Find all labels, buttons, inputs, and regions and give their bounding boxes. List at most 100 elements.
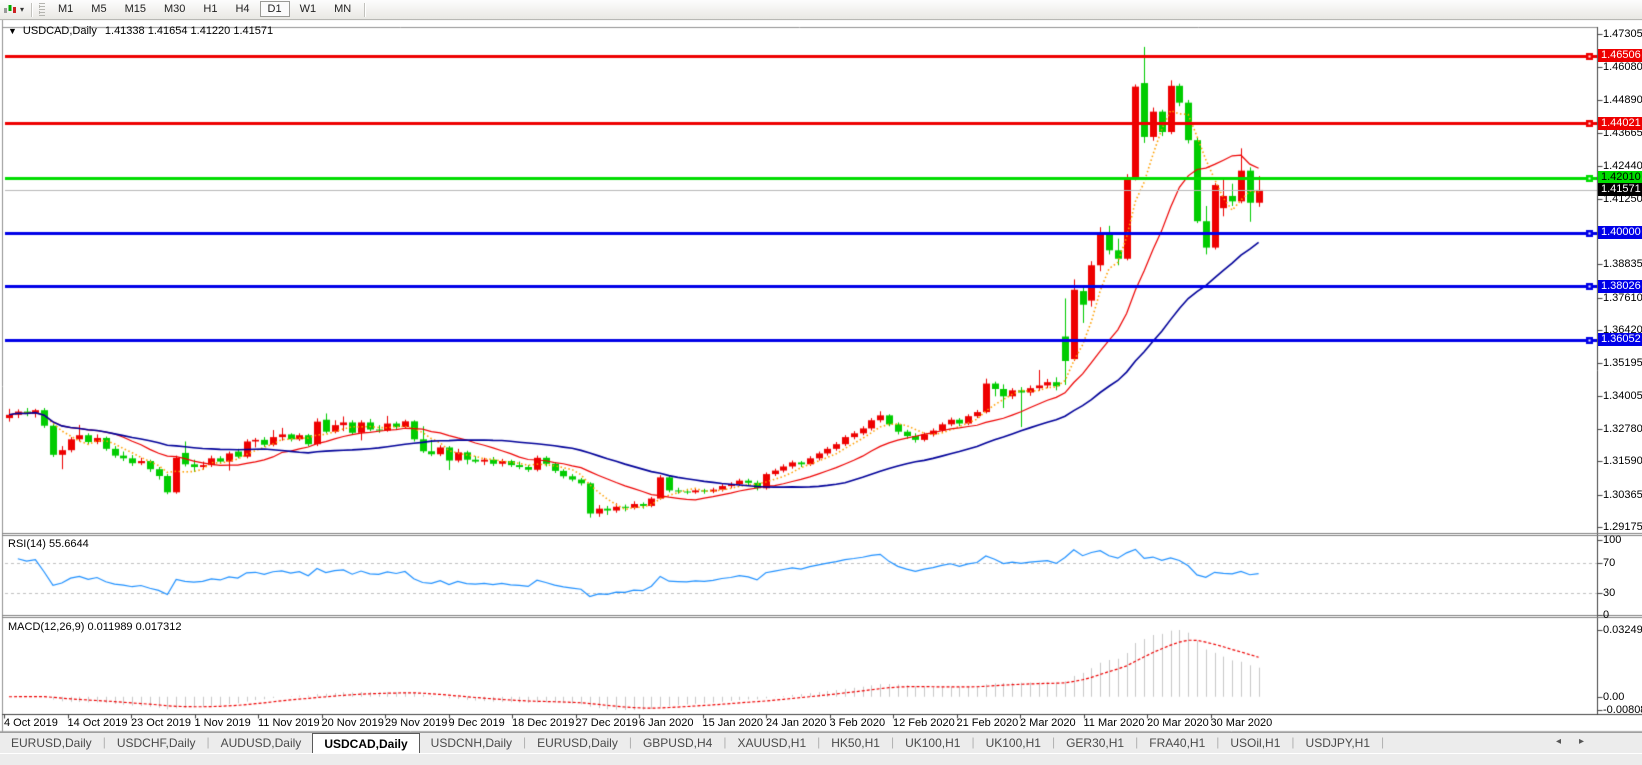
date-tick-label: 11 Nov 2019 — [258, 717, 320, 729]
tf-button-w1[interactable]: W1 — [299, 3, 317, 15]
chart-symbol-label: USDCAD,Daily — [22, 25, 97, 37]
hline-price-badge-1.44021: 1.44021 — [1598, 116, 1642, 130]
tab-xauusd-h1-7[interactable]: XAUUSD,H1 — [737, 736, 807, 750]
macd-signal-value: 0.017312 — [135, 621, 182, 633]
tab-separator: | — [817, 735, 821, 749]
tab-separator: | — [723, 735, 727, 749]
one-click-trading-icon[interactable]: ▼ — [8, 26, 17, 36]
date-tick-label: 2 Mar 2020 — [1020, 717, 1076, 729]
chart-tab-bar: EURUSD,Daily | USDCHF,Daily | AUDUSD,Daily US… — [0, 732, 1642, 754]
price-tick-label: 1.37610 — [1603, 291, 1642, 304]
tab-eurusd-daily-5[interactable]: EURUSD,Daily — [537, 736, 618, 750]
date-tick-label: 11 Mar 2020 — [1083, 717, 1145, 729]
macd-tick-label: 0.032493 — [1603, 624, 1642, 636]
toolbar-separator — [31, 2, 34, 17]
tab-fra40-h1-12[interactable]: FRA40,H1 — [1149, 736, 1206, 750]
tf-button-m30[interactable]: M30 — [163, 3, 186, 15]
toolbar-grip[interactable] — [39, 3, 46, 16]
tab-usoil-h1-13[interactable]: USOil,H1 — [1230, 736, 1281, 750]
tf-button-m15[interactable]: M15 — [124, 3, 146, 15]
date-tick-label: 21 Feb 2020 — [956, 717, 1019, 729]
date-tick-label: 3 Feb 2020 — [829, 717, 886, 729]
tab-ger30-h1-11[interactable]: GER30,H1 — [1066, 736, 1125, 750]
macd-indicator-label: MACD(12,26,9) 0.011989 0.017312 — [8, 621, 182, 633]
tab-separator: | — [102, 735, 106, 749]
hline-price-badge-1.38026: 1.38026 — [1598, 279, 1642, 293]
tab-separator: | — [1216, 735, 1220, 749]
hline-price-badge-1.42010: 1.42010 — [1598, 171, 1642, 185]
tf-button-m1[interactable]: M1 — [58, 3, 74, 15]
date-tick-label: 6 Jan 2020 — [639, 717, 694, 729]
tf-button-h1[interactable]: H1 — [203, 3, 218, 15]
price-tick-label: 1.46080 — [1603, 61, 1642, 74]
tab-separator: | — [1135, 735, 1139, 749]
tab-separator: | — [1051, 735, 1056, 749]
price-tick-label: 1.36420 — [1603, 323, 1642, 336]
tab-usdchf-daily-1[interactable]: USDCHF,Daily — [116, 736, 196, 750]
tab-separator: | — [628, 735, 632, 749]
macd-main-value: 0.011989 — [87, 621, 133, 633]
tab-separator: | — [1291, 735, 1295, 749]
tf-button-mn[interactable]: MN — [334, 3, 352, 15]
date-tick-label: 15 Jan 2020 — [702, 717, 764, 729]
tab-separator: | — [971, 735, 975, 749]
chart-type-dropdown-icon[interactable]: ▾ — [20, 5, 25, 14]
hline-price-badge-1.40000: 1.40000 — [1598, 226, 1642, 240]
tab-separator: | — [206, 735, 210, 749]
tab-scroll-right-icon[interactable]: ▸ — [1578, 736, 1602, 747]
price-tick-label: 1.30365 — [1603, 488, 1642, 501]
chart-type-icon[interactable] — [3, 3, 18, 16]
timeframe-toolbar: ▾ M1 M5 M15 M30 H1 H4 D1 W1 MN — [0, 0, 1642, 20]
date-tick-label: 4 Oct 2019 — [4, 717, 58, 729]
tab-gbpusd-h4-6[interactable]: GBPUSD,H4 — [642, 736, 713, 750]
rsi-tick-label: 30 — [1603, 586, 1616, 599]
date-tick-label: 9 Dec 2019 — [448, 717, 505, 729]
date-tick-label: 18 Dec 2019 — [512, 717, 575, 729]
price-tick-label: 1.34005 — [1603, 389, 1642, 402]
tab-usdjpy-h1-14[interactable]: USDJPY,H1 — [1305, 736, 1371, 750]
price-tick-label: 1.43665 — [1603, 126, 1642, 139]
tab-scroll-left-icon[interactable]: ◂ — [1555, 736, 1579, 747]
price-tick-label: 1.31590 — [1603, 455, 1642, 468]
tf-button-h4[interactable]: H4 — [235, 3, 250, 15]
tab-scroll-arrows: ◂▸ — [1556, 736, 1602, 747]
date-tick-label: 20 Mar 2020 — [1147, 717, 1209, 729]
tab-eurusd-daily-0[interactable]: EURUSD,Daily — [11, 736, 92, 750]
chart-ohlc-values: 1.41338 1.41654 1.41220 1.41571 — [104, 25, 274, 37]
price-tick-label: 1.42440 — [1603, 160, 1642, 173]
date-tick-label: 23 Oct 2019 — [131, 717, 191, 729]
date-tick-label: 24 Jan 2020 — [766, 717, 827, 729]
price-tick-label: 1.44890 — [1603, 93, 1642, 106]
tab-uk100-h1-9[interactable]: UK100,H1 — [905, 736, 961, 750]
rsi-tick-label: 70 — [1603, 556, 1616, 569]
chart-title: ▼ USDCAD,Daily 1.41338 1.41654 1.41220 1.4… — [8, 25, 273, 37]
tab-separator: | — [1381, 735, 1385, 749]
tab-usdcnh-daily-4[interactable]: USDCNH,Daily — [430, 736, 513, 750]
date-tick-label: 20 Nov 2019 — [321, 717, 384, 729]
price-tick-label: 1.47305 — [1603, 28, 1642, 40]
date-tick-label: 14 Oct 2019 — [67, 717, 128, 729]
tab-separator: | — [890, 735, 895, 749]
date-tick-label: 1 Nov 2019 — [194, 717, 251, 729]
price-tick-label: 1.29175 — [1603, 521, 1642, 533]
macd-tick-label: 0.00 — [1603, 690, 1625, 703]
timeframe-buttons: M1 M5 M15 M30 H1 H4 D1 W1 MN — [49, 1, 360, 17]
date-tick-label: 29 Nov 2019 — [385, 717, 448, 729]
hline-price-badge-1.46506: 1.46506 — [1598, 49, 1642, 63]
tab-audusd-daily-2[interactable]: AUDUSD,Daily — [220, 736, 302, 750]
tab-usdcad-daily-3[interactable]: USDCAD,Daily — [312, 733, 420, 754]
tf-button-m5[interactable]: M5 — [91, 3, 107, 15]
current-price-badge: 1.41571 — [1598, 183, 1642, 197]
date-tick-label: 12 Feb 2020 — [893, 717, 955, 729]
price-tick-label: 1.35195 — [1603, 357, 1642, 370]
hline-price-badge-1.36052: 1.36052 — [1598, 333, 1642, 347]
price-tick-label: 1.38835 — [1603, 258, 1642, 271]
tf-button-d1[interactable]: D1 — [259, 1, 290, 17]
tab-uk100-h1-10[interactable]: UK100,H1 — [985, 736, 1041, 750]
rsi-indicator-label: RSI(14) 55.6644 — [8, 538, 89, 550]
tab-hk50-h1-8[interactable]: HK50,H1 — [831, 736, 880, 750]
tab-separator: | — [523, 735, 527, 749]
rsi-value: 55.6644 — [48, 538, 89, 550]
